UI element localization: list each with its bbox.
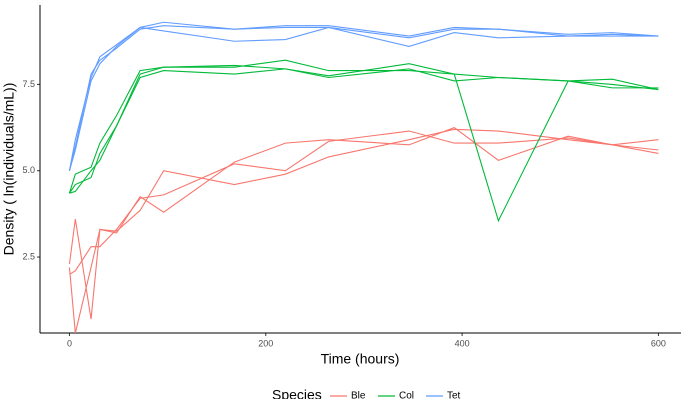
legend-label: Ble	[351, 391, 366, 399]
series-line	[68, 26, 659, 171]
legend-label: Col	[399, 391, 414, 399]
x-tick-label: 600	[651, 338, 666, 348]
series-line	[69, 63, 659, 223]
y-tick-label: 7.5	[22, 79, 35, 89]
x-tick-label: 200	[258, 338, 273, 348]
series-line	[69, 130, 659, 275]
legend-title: Species	[272, 387, 322, 399]
series-line	[68, 128, 659, 334]
y-tick-label: 2.5	[22, 251, 35, 261]
series-line	[68, 68, 659, 194]
x-tick-label: 400	[455, 338, 470, 348]
y-axis-title: Density ( ln(individuals/mL))	[1, 83, 17, 256]
series-line	[68, 21, 659, 171]
x-tick-label: 0	[67, 338, 72, 348]
series-line	[68, 59, 659, 194]
x-axis-title: Time (hours)	[321, 351, 400, 367]
series-line	[68, 25, 659, 171]
y-tick-label: 5.0	[22, 165, 35, 175]
series-line	[68, 126, 659, 320]
legend-label: Tet	[447, 391, 461, 399]
